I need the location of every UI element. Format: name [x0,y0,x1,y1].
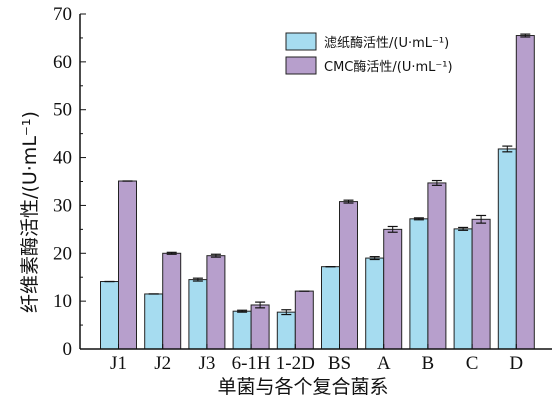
bar-J3-series-1 [206,255,226,350]
bar-C-series-0 [453,228,473,350]
y-axis-ticks: 0 10 20 30 40 50 60 70 [53,4,86,360]
bar-J1-series-1 [118,180,137,350]
y-tick-label-40: 40 [53,148,72,169]
x-tick-label-J3: J3 [198,353,215,374]
x-tick-label-J1: J1 [110,353,127,374]
y-tick-label-0: 0 [63,339,73,360]
legend: 滤纸酶活性/(U·mL⁻¹) CMC酶活性/(U·mL⁻¹) [285,32,453,75]
legend-label-filter-paper: 滤纸酶活性/(U·mL⁻¹) [324,35,449,51]
bar-J1-series-0 [100,281,119,350]
y-tick-label-20: 20 [53,243,72,264]
bar-J3-series-0 [188,279,208,350]
bar-6-1H-series-0 [232,310,252,350]
error-bar-group [104,33,531,316]
bar-A-series-0 [365,257,385,350]
legend-swatch-filter-paper [285,32,317,51]
y-tick-label-10: 10 [53,291,72,312]
bar-B-series-1 [427,182,447,350]
legend-swatch-cmc [285,56,317,75]
x-tick-label-B: B [422,353,435,374]
x-tick-label-C: C [466,353,479,374]
x-axis-ticks: J1 J2 J3 6-1H 1-2D BS A B C D [110,344,523,374]
x-tick-label-D: D [509,353,523,374]
bar-A-series-1 [383,228,403,350]
bar-C-series-1 [471,218,491,350]
bar-group [100,35,535,350]
x-tick-label-J2: J2 [154,353,171,374]
y-tick-label-60: 60 [53,52,72,73]
y-tick-label-70: 70 [53,4,72,25]
bar-BS-series-1 [339,201,358,350]
bar-J2-series-1 [162,252,182,350]
x-tick-label-6-1H: 6-1H [232,353,271,374]
y-tick-label-30: 30 [53,195,72,216]
bar-1-2D-series-1 [294,290,314,350]
y-tick-label-50: 50 [53,100,72,121]
x-axis-title: 单菌与各个复合菌系 [217,376,388,398]
bar-J2-series-0 [144,293,164,350]
bar-6-1H-series-1 [250,304,270,350]
x-tick-label-1-2D: 1-2D [276,353,315,374]
bar-BS-series-0 [321,266,340,350]
bar-B-series-0 [409,218,429,350]
y-axis-title: 纤维素酶活性/(U·mL⁻¹) [19,111,41,313]
bar-D-series-0 [497,148,517,350]
bar-D-series-1 [515,35,535,350]
bar-1-2D-series-0 [276,311,296,350]
x-tick-label-BS: BS [328,353,351,374]
x-tick-label-A: A [377,353,391,374]
legend-label-cmc: CMC酶活性/(U·mL⁻¹) [324,59,453,75]
